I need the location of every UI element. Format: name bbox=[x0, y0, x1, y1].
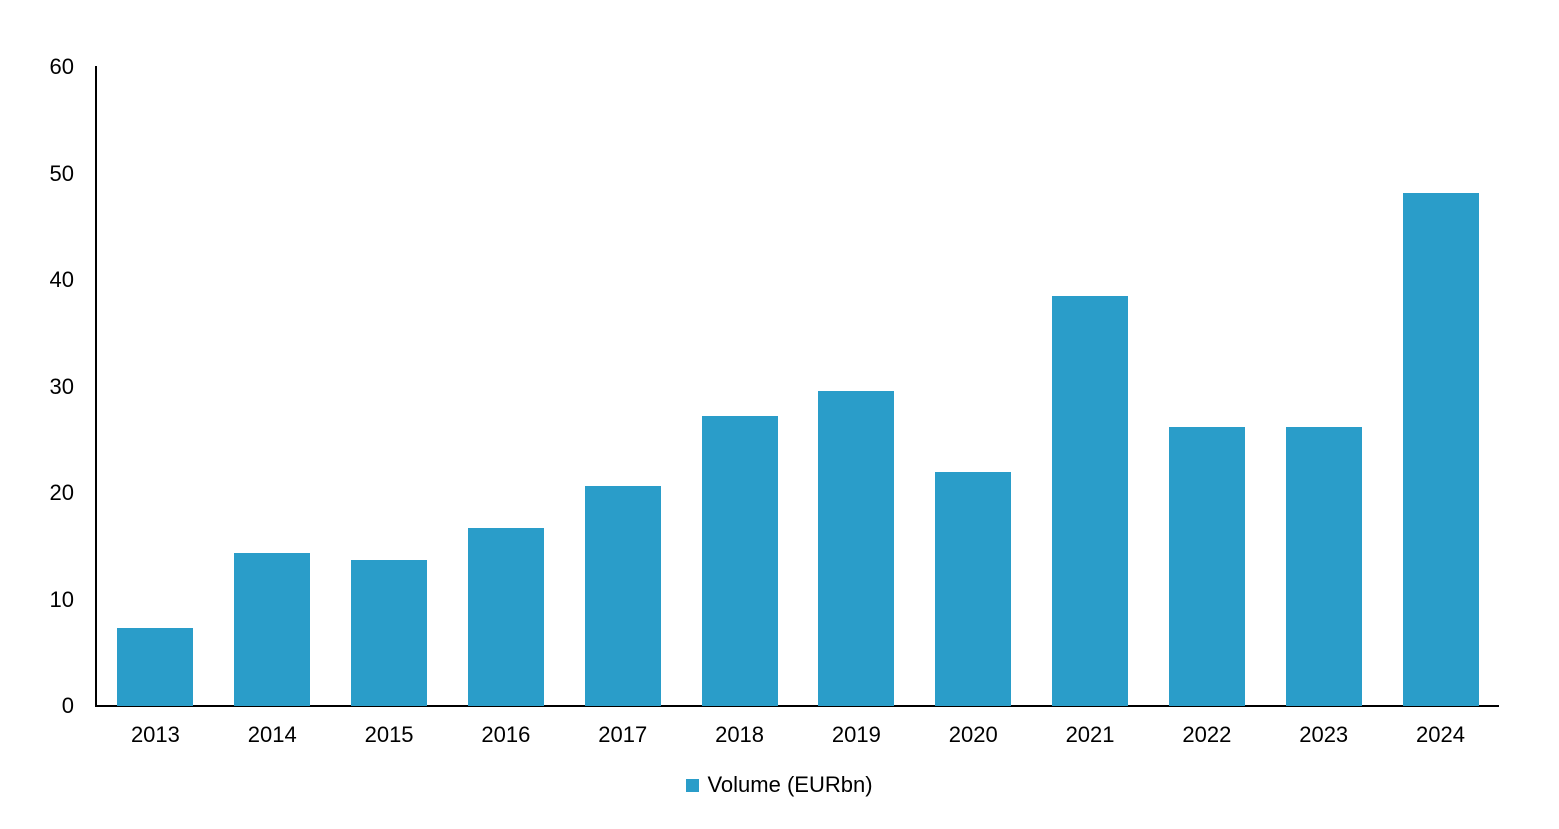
y-tick-label: 0 bbox=[61, 693, 74, 718]
bar-2022 bbox=[1168, 427, 1245, 706]
bar-slot bbox=[915, 67, 1032, 706]
x-axis-labels: 2013 2014 2015 2016 2017 2018 2019 2020 2021 2022… bbox=[97, 722, 1499, 748]
x-tick-label: 2023 bbox=[1299, 722, 1349, 747]
y-tick-label: 50 bbox=[49, 160, 74, 186]
bar-2018 bbox=[701, 416, 778, 706]
x-tick-label: 2013 bbox=[130, 722, 180, 747]
x-tick-label: 2024 bbox=[1416, 722, 1465, 747]
x-tick-label: 2018 bbox=[715, 722, 765, 747]
bar-2021 bbox=[1052, 296, 1129, 706]
bar-slot bbox=[1382, 67, 1499, 706]
bar-slot bbox=[447, 67, 564, 706]
bar-slot bbox=[681, 67, 798, 706]
bar-2023 bbox=[1285, 427, 1362, 706]
bar-2020 bbox=[935, 471, 1012, 706]
x-tick-label: 2022 bbox=[1182, 722, 1232, 747]
y-tick-label: 20 bbox=[49, 480, 74, 505]
x-axis-line bbox=[95, 705, 1499, 707]
bar-2019 bbox=[818, 390, 895, 706]
y-axis-line bbox=[95, 66, 97, 707]
bar-2016 bbox=[467, 528, 544, 706]
x-tick-label: 2019 bbox=[831, 722, 881, 747]
legend-label: Volume (EURbn) bbox=[707, 772, 873, 797]
bar-2013 bbox=[117, 628, 194, 706]
x-tick-label: 2020 bbox=[948, 722, 998, 747]
legend: Volume (EURbn) bbox=[0, 772, 1559, 798]
bar-2015 bbox=[351, 560, 428, 706]
y-tick-label: 40 bbox=[49, 267, 74, 292]
bar-2014 bbox=[234, 552, 311, 706]
bar-2017 bbox=[584, 485, 661, 706]
legend-marker-icon bbox=[686, 778, 700, 792]
bar-slot bbox=[97, 67, 214, 706]
y-tick-label: 10 bbox=[49, 586, 74, 612]
bar-slot bbox=[1265, 67, 1382, 706]
x-tick-label: 2021 bbox=[1065, 722, 1115, 747]
bar-slot bbox=[214, 67, 331, 706]
bar-slot bbox=[1032, 67, 1149, 706]
y-tick-label: 60 bbox=[49, 54, 74, 79]
y-axis-tick-labels: 0 10 20 30 40 50 60 bbox=[0, 0, 78, 829]
x-tick-label: 2017 bbox=[598, 722, 648, 747]
y-tick-label: 30 bbox=[49, 373, 74, 399]
plot-area bbox=[97, 67, 1499, 706]
bar-slot bbox=[331, 67, 448, 706]
x-tick-label: 2014 bbox=[247, 722, 297, 747]
x-tick-label: 2016 bbox=[481, 722, 531, 747]
bar-slot bbox=[798, 67, 915, 706]
bar-2024 bbox=[1402, 192, 1479, 706]
bar-slot bbox=[564, 67, 681, 706]
bar-slot bbox=[1148, 67, 1265, 706]
x-tick-label: 2015 bbox=[364, 722, 414, 747]
